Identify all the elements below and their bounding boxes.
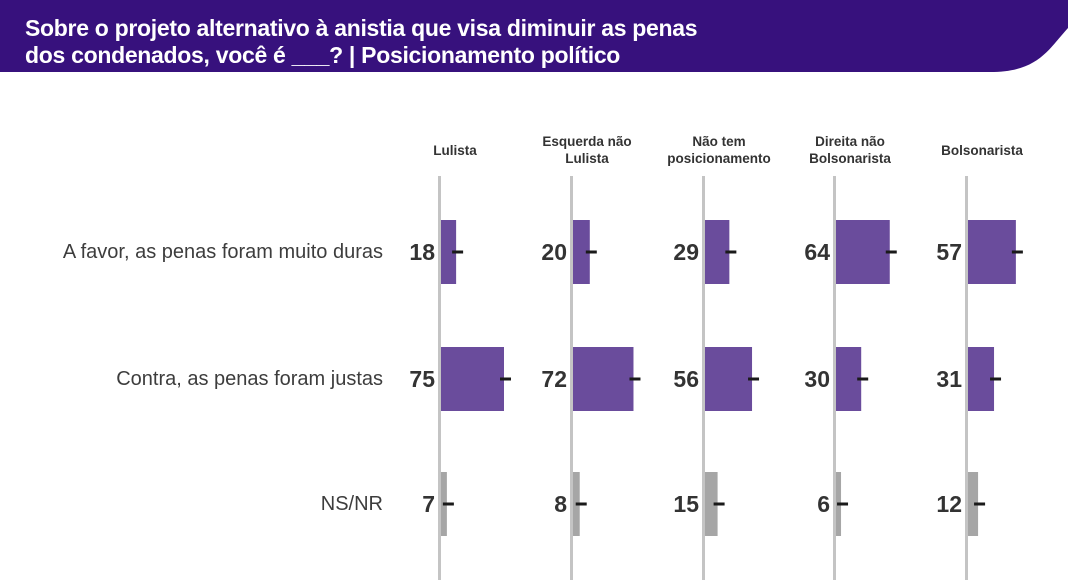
value-label-direita-nao-bolsonarista-contra-as-penas-foram-justas: 30 [804, 366, 830, 392]
column-header-line: Bolsonarista [809, 151, 891, 166]
value-label-lulista-contra-as-penas-foram-justas: 75 [409, 366, 435, 392]
chart-title-line-2: dos condenados, você é ___? | Posicionam… [25, 42, 621, 68]
column-header-line: Esquerda não [542, 134, 632, 149]
column-header-line: Bolsonarista [941, 142, 1023, 158]
value-label-lulista-ns-nr: 7 [422, 491, 435, 517]
error-tick-nao-tem-posicionamento-contra-as-penas-foram-justas [748, 377, 760, 381]
bar-lulista-contra-as-penas-foram-justas [441, 347, 504, 411]
error-tick-esquerda-nao-lulista-ns-nr [575, 502, 587, 506]
error-tick-nao-tem-posicionamento-a-favor-as-penas-foram-muito-duras [725, 250, 737, 254]
bar-bolsonarista-a-favor-as-penas-foram-muito-duras [968, 220, 1016, 284]
value-label-esquerda-nao-lulista-a-favor-as-penas-foram-muito-duras: 20 [541, 239, 567, 265]
error-tick-esquerda-nao-lulista-contra-as-penas-foram-justas [629, 377, 641, 381]
value-label-bolsonarista-ns-nr: 12 [936, 491, 962, 517]
title-banner: Sobre o projeto alternativo à anistia qu… [0, 0, 1068, 72]
error-tick-lulista-a-favor-as-penas-foram-muito-duras [452, 250, 464, 254]
bar-esquerda-nao-lulista-contra-as-penas-foram-justas [573, 347, 634, 411]
value-label-direita-nao-bolsonarista-a-favor-as-penas-foram-muito-duras: 64 [804, 239, 830, 265]
row-label-a-favor-as-penas-foram-muito-duras: A favor, as penas foram muito duras [62, 241, 383, 263]
column-header-line: Lulista [433, 142, 477, 158]
column-header-bolsonarista: Bolsonarista [917, 130, 1047, 170]
error-tick-lulista-ns-nr [442, 502, 454, 506]
error-tick-bolsonarista-ns-nr [974, 502, 986, 506]
row-label-contra-as-penas-foram-justas: Contra, as penas foram justas [116, 368, 383, 390]
bar-nao-tem-posicionamento-ns-nr [705, 472, 718, 536]
axis-line-direita-nao-bolsonarista [833, 176, 836, 580]
value-label-bolsonarista-contra-as-penas-foram-justas: 31 [936, 366, 962, 392]
value-label-bolsonarista-a-favor-as-penas-foram-muito-duras: 57 [936, 239, 962, 265]
value-label-esquerda-nao-lulista-contra-as-penas-foram-justas: 72 [541, 366, 567, 392]
bar-bolsonarista-contra-as-penas-foram-justas [968, 347, 995, 411]
axis-line-esquerda-nao-lulista [570, 176, 573, 580]
axis-line-lulista [438, 176, 441, 580]
column-header-lulista: Lulista [390, 130, 520, 170]
error-tick-bolsonarista-a-favor-as-penas-foram-muito-duras [1011, 250, 1023, 254]
bar-lulista-a-favor-as-penas-foram-muito-duras [441, 220, 457, 284]
column-header-line: posicionamento [667, 151, 771, 166]
value-label-lulista-a-favor-as-penas-foram-muito-duras: 18 [409, 239, 435, 265]
value-label-direita-nao-bolsonarista-ns-nr: 6 [817, 491, 830, 517]
axis-line-bolsonarista [965, 176, 968, 580]
chart-title: Sobre o projeto alternativo à anistia qu… [25, 15, 925, 69]
bar-direita-nao-bolsonarista-a-favor-as-penas-foram-muito-duras [836, 220, 890, 284]
error-tick-bolsonarista-contra-as-penas-foram-justas [990, 377, 1002, 381]
chart-title-line-1: Sobre o projeto alternativo à anistia qu… [25, 15, 698, 41]
column-header-direita-nao-bolsonarista: Direita não Bolsonarista [785, 130, 915, 170]
axis-line-nao-tem-posicionamento [702, 176, 705, 580]
bar-nao-tem-posicionamento-contra-as-penas-foram-justas [705, 347, 753, 411]
bar-bolsonarista-ns-nr [968, 472, 979, 536]
bar-direita-nao-bolsonarista-contra-as-penas-foram-justas [836, 347, 862, 411]
error-tick-direita-nao-bolsonarista-a-favor-as-penas-foram-muito-duras [885, 250, 897, 254]
column-header-line: Direita não [815, 134, 885, 149]
column-header-line: Lulista [565, 151, 609, 166]
error-tick-nao-tem-posicionamento-ns-nr [713, 502, 725, 506]
banner-background [0, 0, 1068, 72]
value-label-nao-tem-posicionamento-contra-as-penas-foram-justas: 56 [673, 366, 699, 392]
value-label-esquerda-nao-lulista-ns-nr: 8 [554, 491, 567, 517]
error-tick-esquerda-nao-lulista-a-favor-as-penas-foram-muito-duras [585, 250, 597, 254]
bar-nao-tem-posicionamento-a-favor-as-penas-foram-muito-duras [705, 220, 730, 284]
column-header-esquerda-nao-lulista: Esquerda não Lulista [522, 130, 652, 170]
value-label-nao-tem-posicionamento-a-favor-as-penas-foram-muito-duras: 29 [673, 239, 699, 265]
column-header-nao-tem-posicionamento: Não tem posicionamento [654, 130, 784, 170]
error-tick-lulista-contra-as-penas-foram-justas [500, 377, 511, 381]
column-header-line: Não tem [692, 134, 746, 149]
bar-esquerda-nao-lulista-a-favor-as-penas-foram-muito-duras [573, 220, 590, 284]
error-tick-direita-nao-bolsonarista-ns-nr [837, 502, 849, 506]
value-label-nao-tem-posicionamento-ns-nr: 15 [673, 491, 699, 517]
row-label-ns-nr: NS/NR [320, 493, 383, 515]
error-tick-direita-nao-bolsonarista-contra-as-penas-foram-justas [857, 377, 869, 381]
